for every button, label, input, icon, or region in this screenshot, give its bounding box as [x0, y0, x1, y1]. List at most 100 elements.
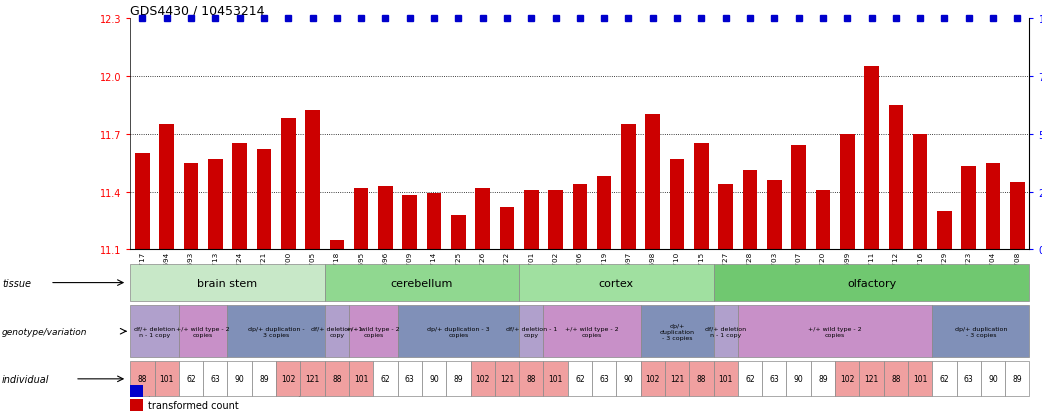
- Text: 63: 63: [599, 375, 610, 383]
- Bar: [519, 264, 714, 301]
- Bar: [519, 361, 544, 396]
- Bar: [548, 190, 563, 250]
- Bar: [665, 361, 689, 396]
- Text: 89: 89: [1013, 375, 1022, 383]
- Bar: [130, 385, 143, 397]
- Bar: [767, 180, 782, 250]
- Text: genotype/variation: genotype/variation: [2, 327, 88, 336]
- Bar: [524, 190, 539, 250]
- Text: 102: 102: [281, 375, 296, 383]
- Bar: [816, 190, 830, 250]
- Text: 102: 102: [475, 375, 490, 383]
- Text: 88: 88: [332, 375, 342, 383]
- Text: 101: 101: [548, 375, 563, 383]
- Bar: [349, 361, 373, 396]
- Text: 90: 90: [623, 375, 634, 383]
- Text: cerebellum: cerebellum: [391, 278, 453, 288]
- Bar: [957, 361, 981, 396]
- Bar: [573, 184, 587, 250]
- Text: 88: 88: [697, 375, 706, 383]
- Bar: [743, 171, 758, 250]
- Text: 102: 102: [646, 375, 660, 383]
- Bar: [908, 361, 933, 396]
- Bar: [252, 361, 276, 396]
- Bar: [616, 361, 641, 396]
- Text: percentile rank within the sample: percentile rank within the sample: [148, 386, 313, 396]
- Bar: [256, 150, 271, 250]
- Text: 63: 63: [769, 375, 779, 383]
- Bar: [130, 306, 179, 357]
- Text: 62: 62: [187, 375, 196, 383]
- Bar: [860, 361, 884, 396]
- Text: 88: 88: [891, 375, 900, 383]
- Text: 102: 102: [840, 375, 854, 383]
- Text: cortex: cortex: [599, 278, 634, 288]
- Bar: [300, 361, 325, 396]
- Text: brain stem: brain stem: [197, 278, 257, 288]
- Bar: [689, 361, 714, 396]
- Text: 62: 62: [380, 375, 391, 383]
- Text: 101: 101: [354, 375, 368, 383]
- Bar: [913, 134, 927, 250]
- Text: 121: 121: [305, 375, 320, 383]
- Text: 62: 62: [940, 375, 949, 383]
- Bar: [398, 306, 519, 357]
- Bar: [986, 163, 1000, 250]
- Text: 89: 89: [259, 375, 269, 383]
- Bar: [427, 194, 442, 250]
- Text: individual: individual: [2, 374, 50, 384]
- Bar: [325, 306, 349, 357]
- Text: 90: 90: [234, 375, 245, 383]
- Bar: [373, 361, 398, 396]
- Text: 101: 101: [159, 375, 174, 383]
- Bar: [1006, 361, 1029, 396]
- Bar: [329, 240, 344, 250]
- Bar: [183, 163, 198, 250]
- Text: 90: 90: [988, 375, 998, 383]
- Text: tissue: tissue: [2, 278, 31, 288]
- Bar: [1010, 183, 1024, 250]
- Text: olfactory: olfactory: [847, 278, 896, 288]
- Text: dp/+ duplication
- 3 copies: dp/+ duplication - 3 copies: [954, 326, 1007, 337]
- Bar: [203, 361, 227, 396]
- Bar: [227, 361, 252, 396]
- Bar: [159, 125, 174, 250]
- Bar: [281, 119, 296, 250]
- Text: dp/+
duplication
- 3 copies: dp/+ duplication - 3 copies: [660, 323, 695, 340]
- Bar: [325, 361, 349, 396]
- Bar: [889, 105, 903, 250]
- Bar: [544, 306, 641, 357]
- Bar: [937, 211, 951, 250]
- Text: 101: 101: [913, 375, 927, 383]
- Bar: [325, 264, 519, 301]
- Text: 121: 121: [500, 375, 514, 383]
- Text: df/+ deletion
n - 1 copy: df/+ deletion n - 1 copy: [134, 326, 175, 337]
- Bar: [787, 361, 811, 396]
- Bar: [762, 361, 787, 396]
- Text: df/+ deletion - 1
copy: df/+ deletion - 1 copy: [505, 326, 556, 337]
- Text: +/+ wild type - 2
copies: +/+ wild type - 2 copies: [176, 326, 230, 337]
- Bar: [422, 361, 446, 396]
- Text: +/+ wild type - 2
copies: +/+ wild type - 2 copies: [347, 326, 400, 337]
- Bar: [641, 361, 665, 396]
- Text: df/+ deletion - 1
copy: df/+ deletion - 1 copy: [312, 326, 363, 337]
- Text: 89: 89: [453, 375, 463, 383]
- Bar: [451, 215, 466, 250]
- Bar: [500, 207, 515, 250]
- Bar: [130, 361, 154, 396]
- Bar: [592, 361, 616, 396]
- Bar: [811, 361, 835, 396]
- Bar: [154, 361, 179, 396]
- Bar: [354, 188, 369, 250]
- Bar: [981, 361, 1006, 396]
- Text: 101: 101: [719, 375, 733, 383]
- Bar: [738, 306, 933, 357]
- Bar: [495, 361, 519, 396]
- Bar: [446, 361, 471, 396]
- Bar: [130, 264, 325, 301]
- Text: 89: 89: [818, 375, 827, 383]
- Bar: [621, 125, 636, 250]
- Bar: [933, 361, 957, 396]
- Text: 90: 90: [794, 375, 803, 383]
- Bar: [135, 154, 150, 250]
